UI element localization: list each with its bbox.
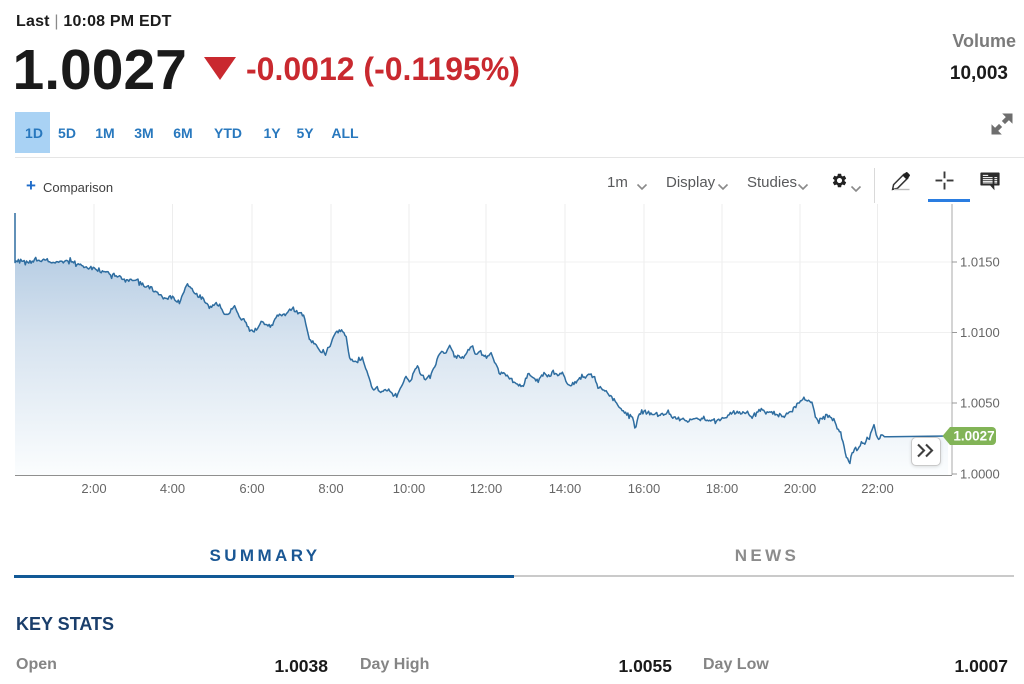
svg-text:2:00: 2:00 [81, 481, 106, 496]
svg-text:1.0027: 1.0027 [953, 429, 994, 444]
svg-text:20:00: 20:00 [784, 481, 817, 496]
svg-text:14:00: 14:00 [549, 481, 582, 496]
svg-text:10:00: 10:00 [393, 481, 426, 496]
svg-text:1.0000: 1.0000 [960, 467, 1000, 482]
svg-text:1.0100: 1.0100 [960, 325, 1000, 340]
svg-text:8:00: 8:00 [318, 481, 343, 496]
svg-text:18:00: 18:00 [706, 481, 739, 496]
svg-text:22:00: 22:00 [861, 481, 894, 496]
svg-text:1.0050: 1.0050 [960, 396, 1000, 411]
svg-text:12:00: 12:00 [470, 481, 503, 496]
svg-text:6:00: 6:00 [239, 481, 264, 496]
svg-text:4:00: 4:00 [160, 481, 185, 496]
svg-text:1.0150: 1.0150 [960, 255, 1000, 270]
svg-text:16:00: 16:00 [628, 481, 661, 496]
